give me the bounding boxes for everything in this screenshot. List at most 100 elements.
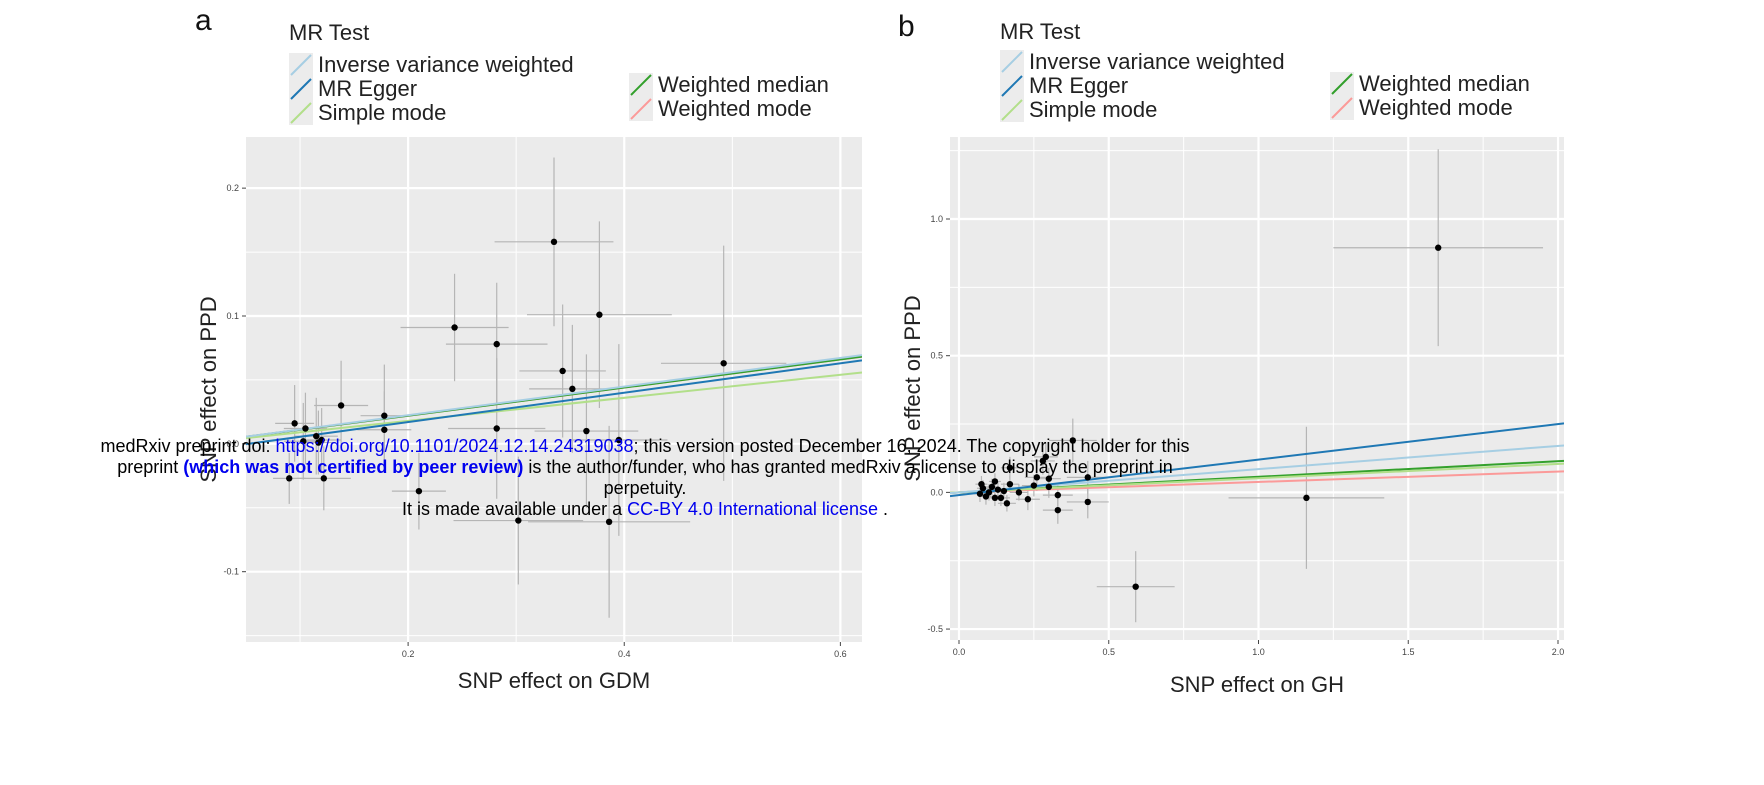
panel-letter: b	[898, 10, 915, 43]
data-point	[997, 494, 1005, 502]
data-point	[1084, 474, 1091, 481]
x-tick-label: 0.6	[834, 649, 847, 659]
data-point	[978, 480, 985, 488]
data-point	[988, 483, 996, 491]
data-point	[1006, 480, 1014, 488]
y-axis-title: SNP effect on PPD	[900, 295, 925, 481]
data-point	[1039, 457, 1047, 465]
legend-title: MR Test	[1000, 19, 1080, 44]
legend-label: Simple mode	[318, 100, 446, 125]
legend-key-swatch	[290, 102, 312, 124]
y-tick-label: 0.5	[930, 351, 943, 361]
data-point	[286, 475, 293, 482]
legend-item: Weighted mode	[1330, 95, 1513, 120]
data-point	[1084, 498, 1091, 506]
data-point	[559, 367, 566, 375]
data-point	[1033, 474, 1041, 481]
data-point	[720, 360, 727, 367]
x-tick-label: 0.4	[618, 649, 631, 659]
legend-item: MR Egger	[289, 76, 417, 101]
preprint-banner: medRxiv preprint doi: https://doi.org/10…	[0, 436, 1290, 520]
legend-label: MR Egger	[318, 76, 417, 101]
regression-line-simple-mode	[950, 462, 1564, 494]
data-point	[1045, 483, 1053, 491]
legend-key-swatch	[1001, 99, 1023, 121]
data-point	[1132, 583, 1139, 590]
legend-label: Weighted median	[658, 72, 829, 97]
legend-key-swatch	[290, 78, 312, 100]
data-point	[493, 340, 500, 348]
legend-label: Simple mode	[1029, 97, 1157, 122]
legend-item: Weighted median	[1330, 71, 1530, 96]
data-point	[1003, 500, 1011, 507]
legend-item: Weighted mode	[629, 96, 812, 121]
data-point	[320, 475, 328, 482]
y-axis-title: SNP effect on PPD	[196, 296, 221, 482]
legend-item: MR Egger	[1000, 73, 1128, 98]
data-point	[451, 324, 458, 331]
legend-key-swatch	[1331, 97, 1353, 119]
data-point	[300, 438, 307, 445]
x-tick-label: 0.0	[953, 647, 966, 657]
data-point	[302, 425, 309, 432]
x-tick-label: 1.5	[1402, 647, 1415, 657]
legend-label: Weighted mode	[1359, 95, 1513, 120]
x-tick-label: 2.0	[1552, 647, 1565, 657]
not-certified-note: (which was not certified by peer review)	[183, 457, 524, 477]
data-point	[991, 494, 999, 502]
legend-item: Simple mode	[1000, 97, 1157, 122]
data-point	[596, 311, 603, 318]
legend-item: Inverse variance weighted	[289, 52, 574, 77]
data-point	[1054, 491, 1062, 499]
regression-line-mr-egger	[246, 359, 862, 446]
data-point	[994, 486, 1002, 493]
banner-line-2: preprint (which was not certified by pee…	[117, 457, 1173, 477]
data-point	[1045, 475, 1053, 482]
y-tick-label: -0.1	[223, 567, 239, 577]
legend-label: Weighted median	[1359, 71, 1530, 96]
y-tick-label: 0.0	[930, 487, 943, 497]
data-point	[415, 487, 423, 495]
data-point	[381, 426, 388, 433]
license-link[interactable]: CC-BY 4.0 International license	[627, 499, 878, 519]
data-point	[1006, 464, 1014, 471]
data-point	[982, 493, 990, 500]
x-tick-label: 0.2	[402, 649, 415, 659]
data-point	[976, 490, 984, 497]
plot-background	[950, 137, 1564, 640]
data-point	[515, 517, 522, 524]
data-layer	[246, 157, 862, 618]
y-tick-label: 1.0	[930, 214, 943, 224]
legend-title: MR Test	[289, 20, 369, 45]
legend-label: Inverse variance weighted	[318, 52, 574, 77]
data-point	[991, 478, 999, 485]
x-tick-label: 0.5	[1102, 647, 1115, 657]
data-point	[569, 385, 576, 393]
regression-line-simple-mode	[246, 371, 862, 440]
data-point	[313, 432, 320, 440]
legend-key-swatch	[290, 54, 312, 76]
x-tick-label: 1.0	[1252, 647, 1265, 657]
data-point	[1000, 487, 1008, 495]
data-point	[315, 439, 322, 446]
grid	[246, 137, 862, 642]
x-axis-title: SNP effect on GH	[1170, 672, 1344, 697]
data-point	[1303, 494, 1310, 502]
legend-item: Weighted median	[629, 72, 829, 97]
data-point	[1015, 489, 1023, 496]
data-point	[1435, 244, 1442, 251]
data-layer	[950, 149, 1564, 623]
y-tick-label: 0.0	[226, 439, 239, 449]
grid	[950, 137, 1564, 640]
legend-item: Simple mode	[289, 100, 446, 125]
legend-key-swatch	[1001, 75, 1023, 97]
doi-link[interactable]: https://doi.org/10.1101/2024.12.14.24319…	[275, 436, 634, 456]
regression-line-inverse-variance-weighted	[950, 444, 1564, 495]
panel-b: b 0.0 0.5 1.0 1.5 2.0 -0.5 0.0 0.5 1.0 SNP effect …	[898, 10, 1564, 697]
regression-line-inverse-variance-weighted	[246, 354, 862, 438]
y-tick-label: 0.1	[226, 311, 239, 321]
legend-key-swatch	[630, 74, 652, 96]
